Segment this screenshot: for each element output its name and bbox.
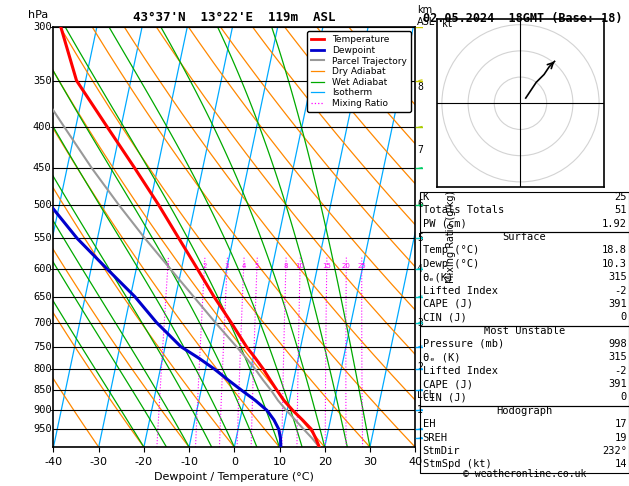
Text: 1: 1 <box>165 263 170 269</box>
Text: 550: 550 <box>33 233 52 243</box>
Text: θₑ (K): θₑ (K) <box>423 352 460 363</box>
Text: LCL: LCL <box>417 390 435 400</box>
Text: PW (cm): PW (cm) <box>423 219 467 229</box>
Text: Pressure (mb): Pressure (mb) <box>423 339 504 349</box>
Title: 43°37'N  13°22'E  119m  ASL: 43°37'N 13°22'E 119m ASL <box>133 11 335 24</box>
Text: 8: 8 <box>284 263 288 269</box>
Text: 0: 0 <box>621 393 627 402</box>
Text: 8: 8 <box>417 83 423 92</box>
Text: 600: 600 <box>33 264 52 274</box>
Text: 450: 450 <box>33 163 52 174</box>
X-axis label: Dewpoint / Temperature (°C): Dewpoint / Temperature (°C) <box>154 472 314 483</box>
Text: StmDir: StmDir <box>423 446 460 456</box>
Text: Temp (°C): Temp (°C) <box>423 245 479 256</box>
Text: CAPE (J): CAPE (J) <box>423 299 472 309</box>
Text: 315: 315 <box>608 272 627 282</box>
Text: CAPE (J): CAPE (J) <box>423 379 472 389</box>
Text: 2: 2 <box>202 263 206 269</box>
Text: 1.92: 1.92 <box>602 219 627 229</box>
Text: 500: 500 <box>33 200 52 210</box>
Text: 350: 350 <box>33 75 52 86</box>
Text: 0: 0 <box>621 312 627 322</box>
Text: Hodograph: Hodograph <box>496 406 552 416</box>
Text: 391: 391 <box>608 379 627 389</box>
Text: CIN (J): CIN (J) <box>423 312 467 322</box>
Text: Surface: Surface <box>503 232 546 242</box>
Text: -2: -2 <box>615 366 627 376</box>
Text: 5: 5 <box>417 233 423 243</box>
Text: 232°: 232° <box>602 446 627 456</box>
Text: 950: 950 <box>33 424 52 434</box>
Text: Lifted Index: Lifted Index <box>423 286 498 295</box>
Text: 14: 14 <box>615 459 627 469</box>
Text: K: K <box>423 192 429 202</box>
Text: 4: 4 <box>242 263 246 269</box>
Text: 51: 51 <box>615 205 627 215</box>
Text: 15: 15 <box>322 263 331 269</box>
Text: Totals Totals: Totals Totals <box>423 205 504 215</box>
Legend: Temperature, Dewpoint, Parcel Trajectory, Dry Adiabat, Wet Adiabat, Isotherm, Mi: Temperature, Dewpoint, Parcel Trajectory… <box>307 31 411 112</box>
Text: Most Unstable: Most Unstable <box>484 326 565 336</box>
Text: 10: 10 <box>296 263 304 269</box>
Text: 800: 800 <box>33 364 52 374</box>
Text: 750: 750 <box>33 342 52 352</box>
Text: © weatheronline.co.uk: © weatheronline.co.uk <box>462 469 586 479</box>
Text: StmSpd (kt): StmSpd (kt) <box>423 459 491 469</box>
Text: -2: -2 <box>615 286 627 295</box>
Text: Mixing Ratio (g/kg): Mixing Ratio (g/kg) <box>447 191 456 283</box>
Text: 700: 700 <box>33 317 52 328</box>
Text: 650: 650 <box>33 292 52 302</box>
Text: θₑ(K): θₑ(K) <box>423 272 454 282</box>
Text: 2: 2 <box>417 363 423 372</box>
Text: 17: 17 <box>615 419 627 429</box>
Text: 02.05.2024  18GMT (Base: 18): 02.05.2024 18GMT (Base: 18) <box>423 12 622 25</box>
Text: 998: 998 <box>608 339 627 349</box>
Text: 1: 1 <box>417 404 423 415</box>
Text: 3: 3 <box>225 263 229 269</box>
Text: 10.3: 10.3 <box>602 259 627 269</box>
Text: 18.8: 18.8 <box>602 245 627 256</box>
Text: SREH: SREH <box>423 433 448 443</box>
Text: 6: 6 <box>417 199 423 209</box>
Text: 5: 5 <box>255 263 259 269</box>
Text: 25: 25 <box>357 263 366 269</box>
Text: 391: 391 <box>608 299 627 309</box>
Text: kt: kt <box>442 19 454 29</box>
Text: km
ASL: km ASL <box>417 5 435 27</box>
Text: 900: 900 <box>33 405 52 416</box>
Text: hPa: hPa <box>28 10 48 20</box>
Text: CIN (J): CIN (J) <box>423 393 467 402</box>
Text: 400: 400 <box>33 122 52 132</box>
Text: 19: 19 <box>615 433 627 443</box>
Text: 850: 850 <box>33 385 52 396</box>
Text: EH: EH <box>423 419 435 429</box>
Text: 20: 20 <box>342 263 351 269</box>
Text: 7: 7 <box>417 145 423 155</box>
Text: 3: 3 <box>417 317 423 328</box>
Text: Dewp (°C): Dewp (°C) <box>423 259 479 269</box>
Text: 315: 315 <box>608 352 627 363</box>
Text: 4: 4 <box>417 264 423 274</box>
Text: Lifted Index: Lifted Index <box>423 366 498 376</box>
Text: 300: 300 <box>33 22 52 32</box>
Text: 25: 25 <box>615 192 627 202</box>
